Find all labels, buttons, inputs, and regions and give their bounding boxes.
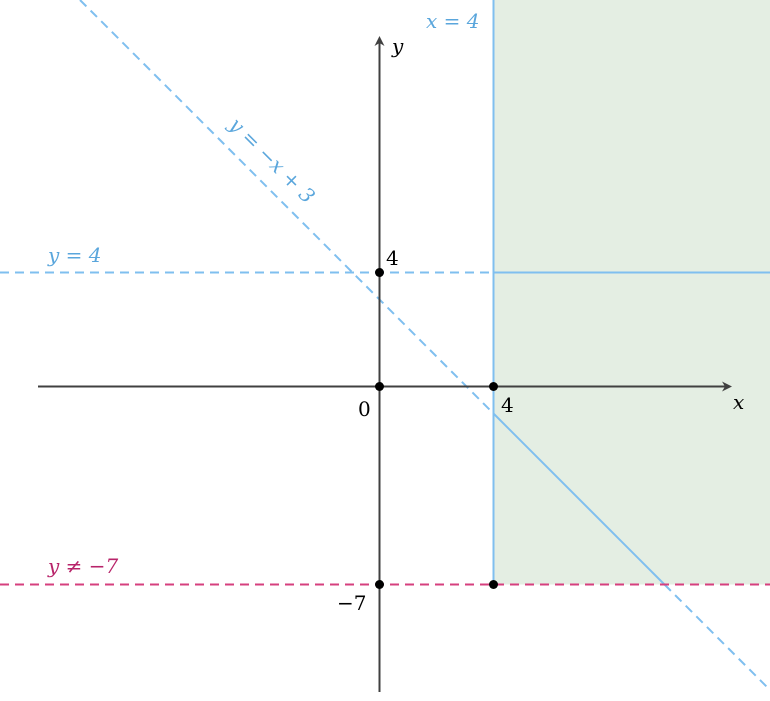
label-y-equals-4: y = 4 bbox=[47, 243, 102, 267]
point-origin bbox=[375, 382, 384, 391]
label-y-not-minus-7: y ≠ −7 bbox=[47, 554, 119, 578]
origin-label: 0 bbox=[358, 397, 371, 421]
point-y-minus-7 bbox=[375, 580, 384, 589]
diagonal-line-solid bbox=[492, 412, 666, 586]
point-x-4 bbox=[489, 382, 498, 391]
y-tick-label-4: 4 bbox=[386, 246, 399, 270]
diagonal-line-dashed-lower bbox=[663, 583, 770, 691]
point-4-minus-7 bbox=[489, 580, 498, 589]
label-x-equals-4: x = 4 bbox=[426, 9, 479, 33]
x-axis-label: x bbox=[733, 390, 744, 414]
y-axis-label: y bbox=[391, 34, 404, 58]
diagonal-line-dashed-upper bbox=[79, 0, 495, 415]
y-tick-label-minus-7: −7 bbox=[337, 591, 366, 615]
x-tick-label-4: 4 bbox=[501, 393, 514, 417]
point-y-4 bbox=[375, 268, 384, 277]
shaded-region bbox=[493, 0, 770, 585]
label-diagonal: y = −x + 3 bbox=[224, 112, 320, 208]
